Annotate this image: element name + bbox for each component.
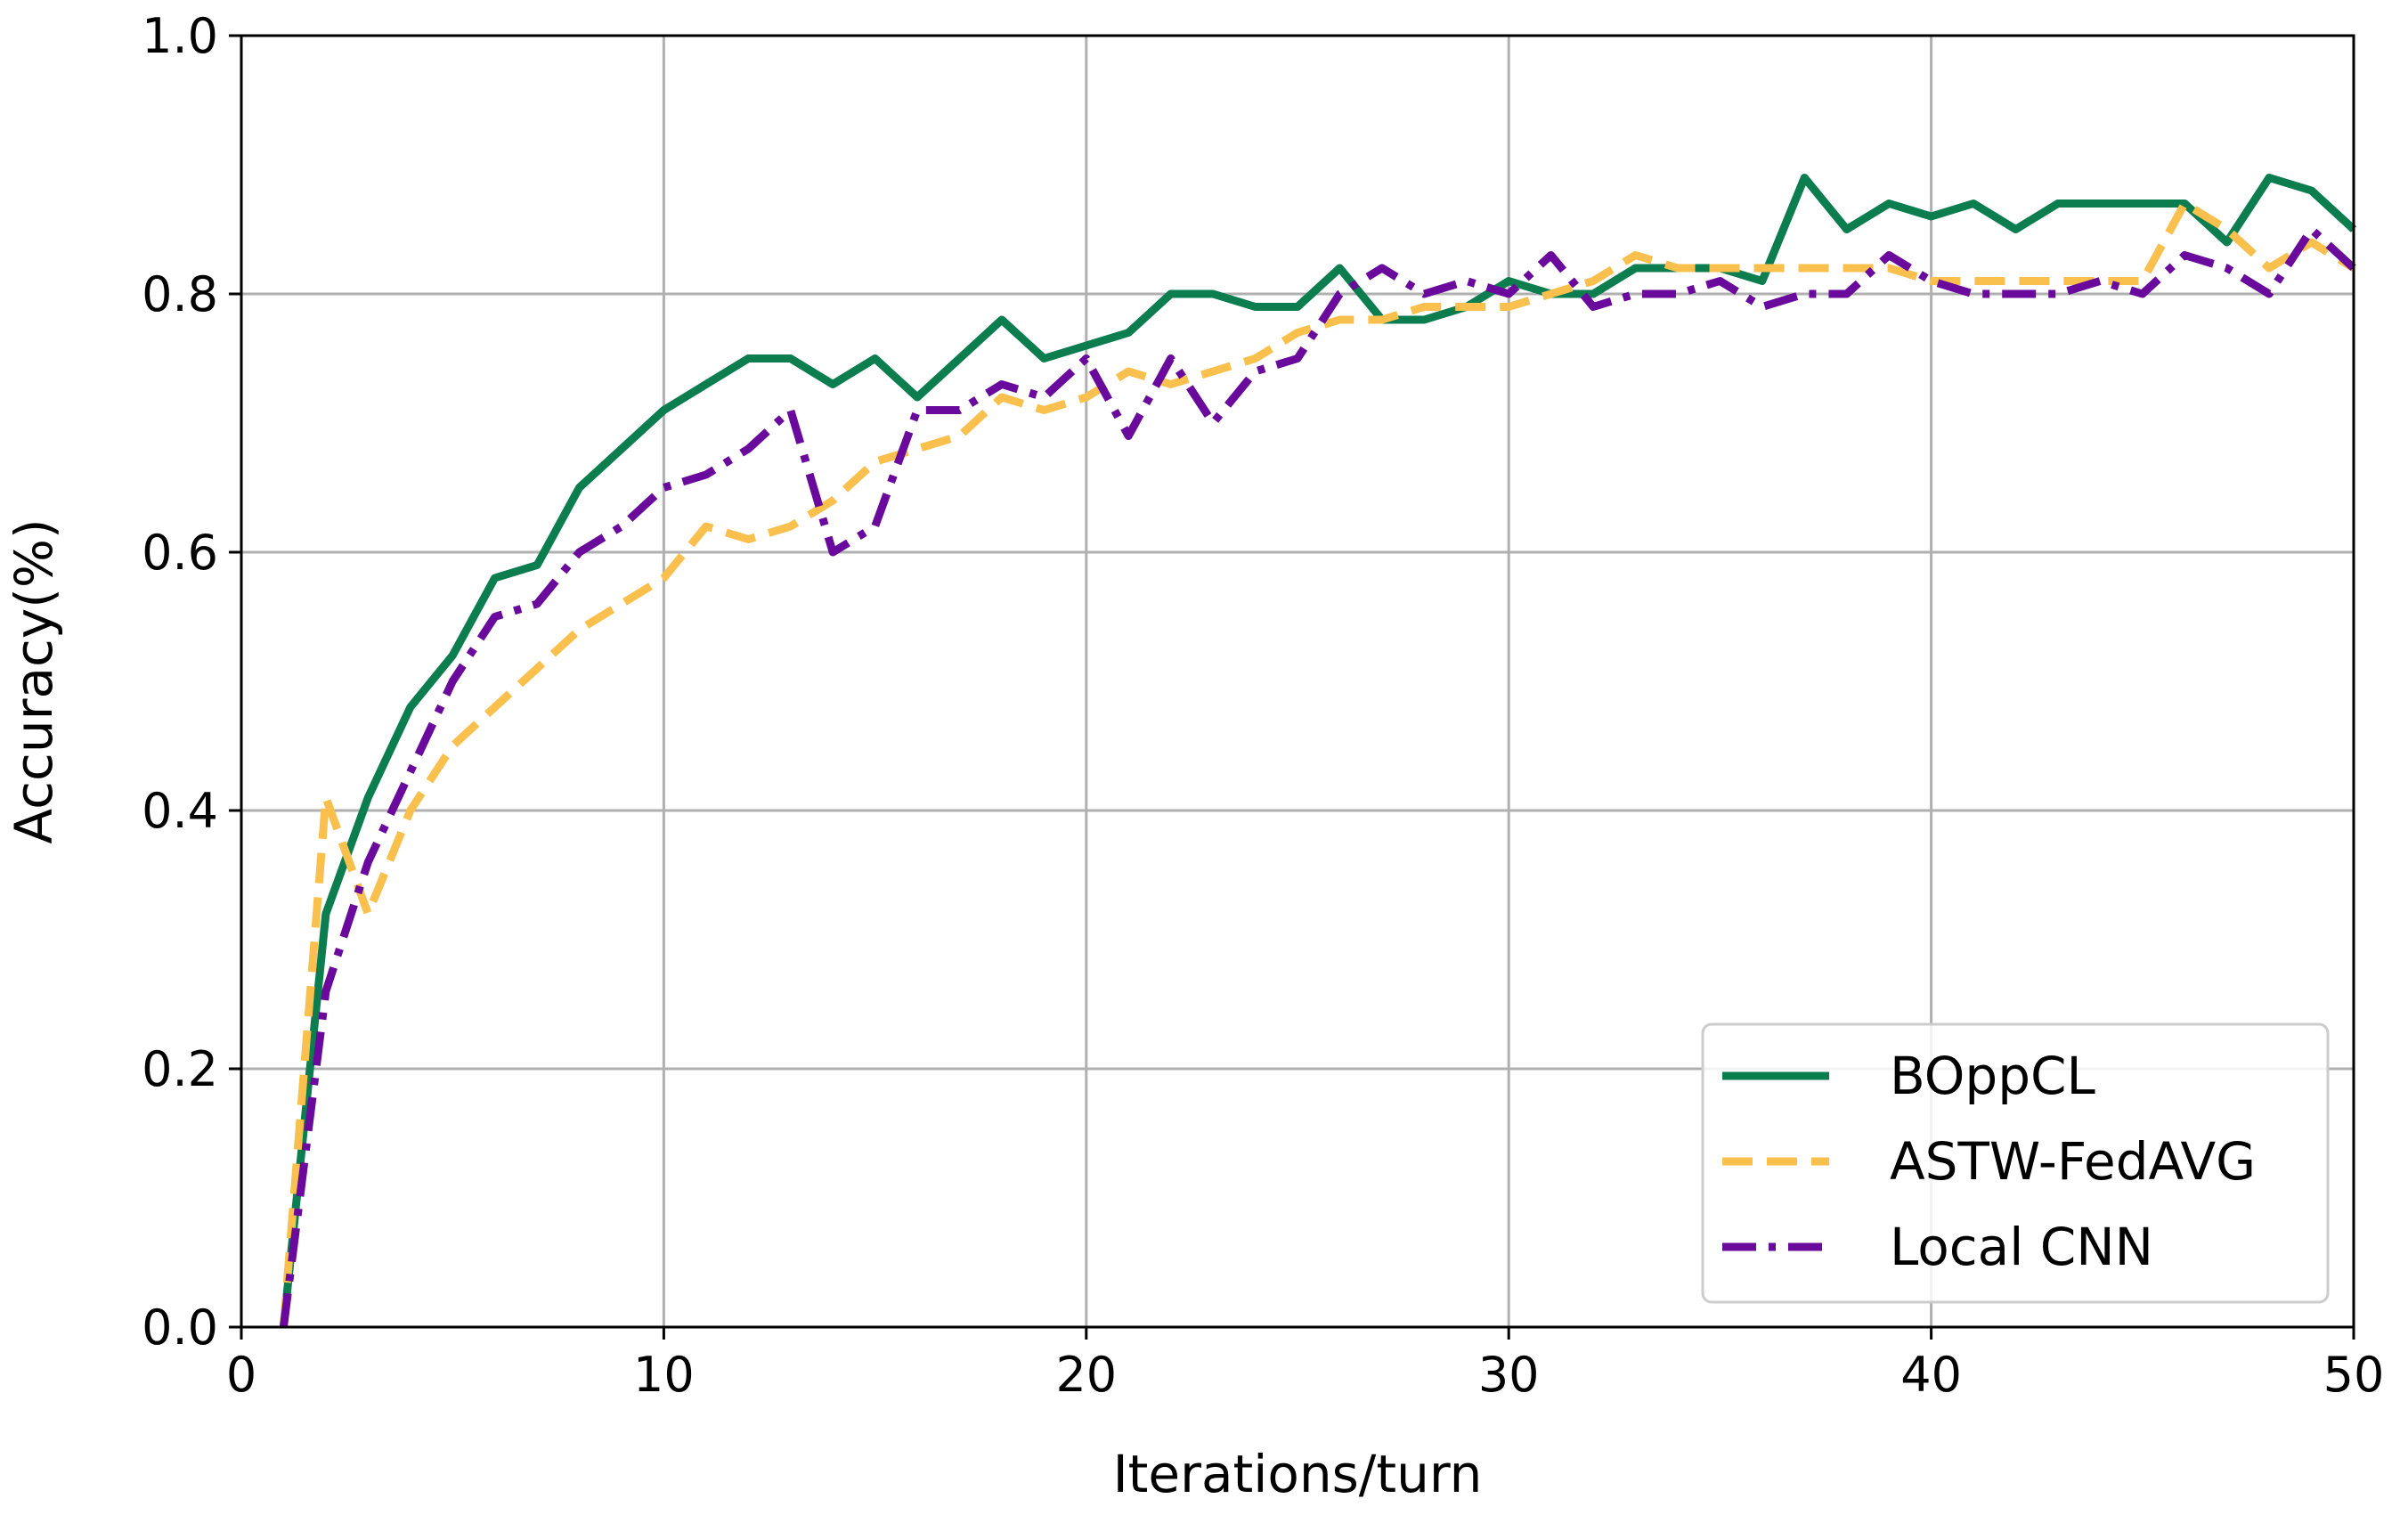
series-line-astw-fedavg <box>279 200 2356 1328</box>
series-lines <box>279 174 2357 1328</box>
y-tick-label: 0.6 <box>142 525 218 581</box>
series-line-boppcl <box>279 174 2357 1328</box>
axis-ticks: 0 10 20 30 40 50 0.0 0.2 0.4 0.6 0.8 1.0 <box>142 8 2384 1403</box>
y-tick-label: 0.4 <box>142 783 218 839</box>
x-axis-label: Iterations/turn <box>1113 1444 1483 1504</box>
legend: BOppCL ASTW-FedAVG Local CNN <box>1701 1022 2330 1304</box>
y-axis-label: Accuracy(%) <box>4 518 64 843</box>
legend-label: ASTW-FedAVG <box>1890 1131 2256 1192</box>
legend-label: Local CNN <box>1890 1217 2153 1277</box>
x-tick-label: 30 <box>1478 1347 1540 1403</box>
y-tick-label: 1.0 <box>142 8 218 64</box>
x-tick-label: 20 <box>1055 1347 1117 1403</box>
x-tick-label: 10 <box>633 1347 695 1403</box>
plot-frame <box>240 34 2355 1329</box>
y-tick-label: 0.8 <box>142 266 218 322</box>
series-line-local-cnn <box>279 225 2357 1328</box>
y-tick-label: 0.0 <box>142 1299 218 1356</box>
x-tick-label: 50 <box>2323 1347 2385 1403</box>
x-tick-label: 0 <box>226 1347 256 1403</box>
legend-box <box>1701 1022 2330 1304</box>
y-tick-label: 0.2 <box>142 1041 218 1097</box>
legend-label: BOppCL <box>1890 1046 2095 1106</box>
x-tick-label: 40 <box>1900 1347 1962 1403</box>
